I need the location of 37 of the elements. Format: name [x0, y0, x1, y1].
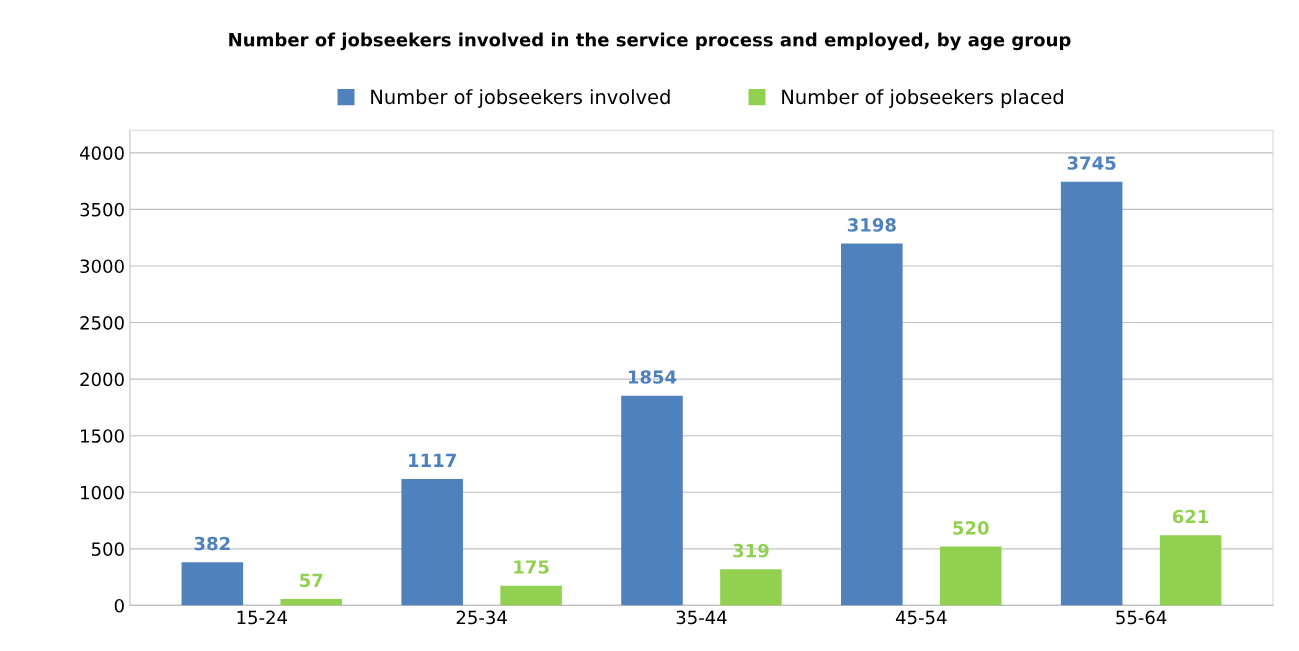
x-tick-label: 15-24	[237, 610, 288, 625]
legend-label: Number of jobseekers involved	[371, 89, 670, 108]
y-tick-label: 4000	[79, 146, 124, 160]
data-label: 175	[514, 560, 549, 574]
y-tick-label: 0	[114, 598, 124, 613]
x-tick-label: 55-64	[1116, 610, 1167, 625]
y-tick-label: 1500	[81, 429, 124, 443]
data-label: 3198	[847, 218, 896, 232]
bar	[939, 546, 1002, 606]
bar	[1159, 535, 1222, 606]
data-label: 520	[953, 521, 989, 535]
legend-label: Number of jobseekers placed	[782, 89, 1063, 108]
y-tick-label: 2000	[80, 372, 124, 387]
y-tick-label: 2500	[80, 316, 124, 330]
bar	[401, 479, 463, 606]
bar	[1060, 181, 1123, 606]
y-tick-label: 3000	[80, 259, 124, 274]
x-tick-label: 25-34	[456, 610, 507, 625]
y-tick-label: 3500	[80, 202, 124, 217]
bar	[500, 585, 562, 606]
bar	[841, 243, 903, 606]
data-label: 621	[1172, 509, 1209, 524]
data-label: 382	[194, 536, 230, 551]
data-label: 1117	[409, 453, 456, 467]
data-label: 1854	[628, 370, 677, 384]
y-tick-label: 1000	[81, 485, 124, 500]
data-label: 319	[733, 543, 769, 558]
x-tick-label: 35-44	[676, 610, 727, 625]
bar	[280, 598, 343, 606]
chart-title: Number of jobseekers involved in the service process and employed, by age group	[229, 32, 1071, 51]
bar	[720, 569, 782, 606]
x-tick-label: 45-54	[895, 610, 947, 625]
data-label: 57	[300, 573, 323, 588]
y-tick-label: 500	[91, 542, 124, 556]
bar	[181, 562, 244, 606]
data-label: 3745	[1067, 156, 1116, 170]
bar	[621, 395, 683, 606]
